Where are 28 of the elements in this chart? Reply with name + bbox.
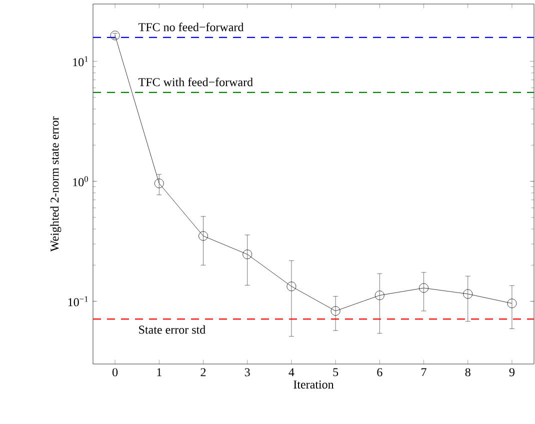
y-axis-title: Weighted 2-norm state error xyxy=(50,116,62,252)
x-tick-label: 6 xyxy=(377,368,382,376)
point xyxy=(110,30,120,40)
point xyxy=(330,306,340,316)
point xyxy=(154,178,164,188)
x-tick-label: 7 xyxy=(422,368,426,376)
y-tick-label: 10$^{−1}$ xyxy=(68,296,88,306)
x-tick-label: 9 xyxy=(509,368,514,376)
x-tick-label: 3 xyxy=(244,368,250,376)
ref-line-label: State error std xyxy=(139,325,206,334)
x-tick-label: 5 xyxy=(333,368,338,376)
x-tick-label: 0 xyxy=(112,368,118,376)
point xyxy=(463,289,473,299)
x-tick-label: 2 xyxy=(200,368,206,376)
point xyxy=(198,231,208,241)
point xyxy=(507,298,517,308)
y-tick-label: 10$^{1}$ xyxy=(73,56,88,66)
y-tick-label: 10$^{0}$ xyxy=(73,176,88,186)
point xyxy=(419,283,428,293)
point xyxy=(242,250,252,260)
point xyxy=(374,290,384,300)
point xyxy=(286,282,296,292)
ref-line-label: TFC with feed−forward xyxy=(138,78,253,86)
x-axis-title: Iteration xyxy=(294,380,334,389)
x-tick-label: 8 xyxy=(465,368,470,376)
x-tick-label: 4 xyxy=(288,368,294,376)
x-tick-label: 1 xyxy=(157,368,162,376)
ref-line-label: TFC no feed−forward xyxy=(138,22,244,32)
